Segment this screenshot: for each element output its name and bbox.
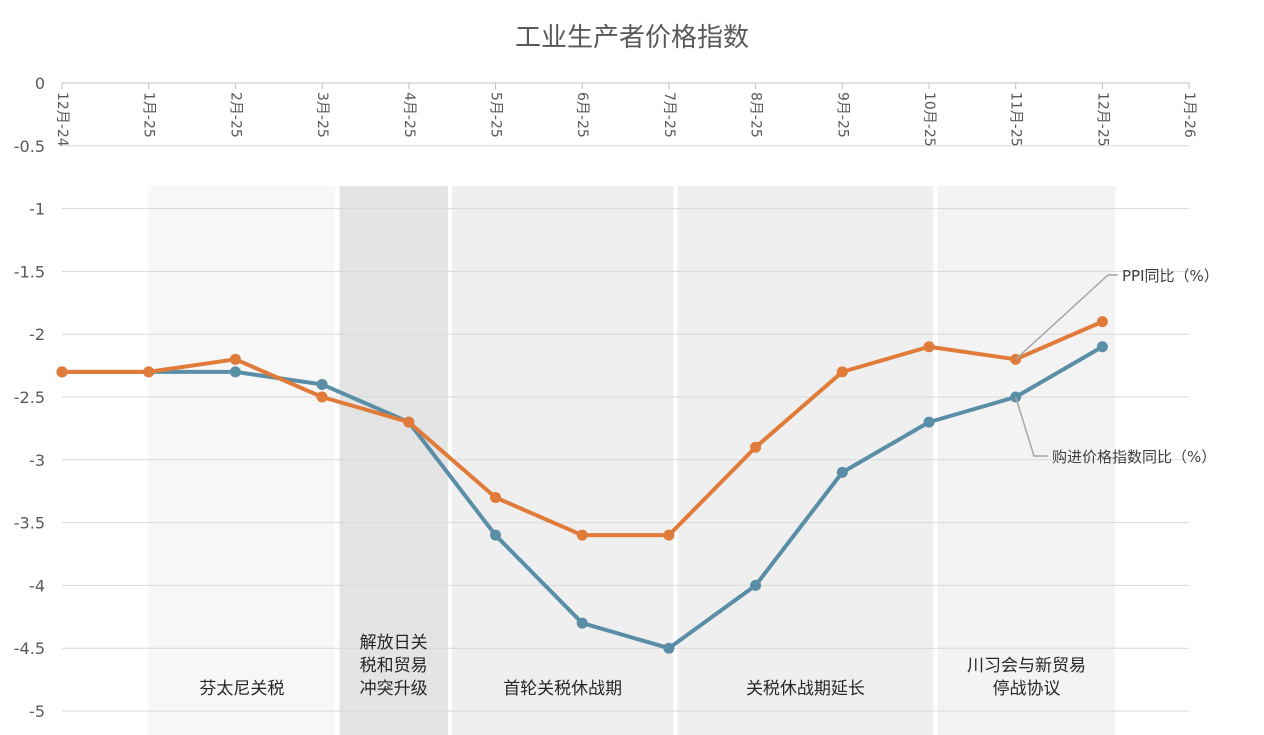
legend-callouts: PPI同比（%） 购进价格指数同比（%） [1014, 267, 1219, 466]
x-tick-label-0: 12月-24 [54, 92, 70, 147]
period-label-line: 芬太尼关税 [199, 679, 284, 699]
x-tick-label-11: 11月-25 [1008, 92, 1024, 147]
y-tick-label-1: -0.5 [14, 137, 45, 156]
y-tick-label-8: -4 [29, 576, 45, 595]
series-0-point-2 [229, 353, 241, 365]
series-1-point-12 [1096, 341, 1108, 353]
series-0-point-4 [403, 416, 415, 428]
period-label-line: 税和贸易 [360, 656, 428, 676]
series-0-point-0 [56, 366, 68, 378]
series-0-point-6 [576, 529, 588, 541]
x-tick-label-2: 2月-25 [227, 92, 243, 138]
series-1-point-3 [316, 378, 328, 390]
period-label-line: 川习会与新贸易 [967, 656, 1086, 676]
series-0-point-10 [923, 341, 935, 353]
series-0-point-9 [836, 366, 848, 378]
series-1-point-2 [229, 366, 241, 378]
x-tick-label-5: 5月-25 [488, 92, 504, 138]
y-tick-label-0: 0 [35, 74, 45, 93]
series-1-point-5 [490, 529, 501, 541]
period-label-1: 解放日关税和贸易冲突升级 [360, 633, 428, 699]
period-label-4: 川习会与新贸易停战协议 [967, 656, 1086, 699]
y-tick-label-6: -3 [29, 451, 45, 470]
legend-label-ppi: PPI同比（%） [1122, 267, 1219, 285]
period-label-line: 首轮关税休战期 [503, 679, 622, 699]
x-tick-label-3: 3月-25 [314, 92, 330, 138]
series-1-point-6 [576, 617, 588, 629]
x-tick-label-7: 7月-25 [661, 92, 677, 138]
series-1-point-10 [923, 416, 935, 428]
axes: 0 -0.5 -1 -1.5 -2 -2.5 -3 -3.5 -4 -4.5 -5 12月-24 1月-… [14, 74, 1197, 721]
legend-label-purchase: 购进价格指数同比（%） [1052, 448, 1216, 466]
period-band-0 [148, 186, 336, 735]
series-0-point-7 [663, 529, 675, 541]
period-label-3: 关税休战期延长 [746, 679, 865, 699]
period-band-2 [452, 186, 674, 735]
x-tick-label-9: 9月-25 [834, 92, 850, 138]
legend-leader-purchase [1014, 396, 1048, 457]
period-band-3 [677, 186, 934, 735]
series-0-point-5 [490, 491, 501, 503]
y-tick-label-7: -3.5 [14, 514, 45, 533]
period-label-line: 关税休战期延长 [746, 679, 865, 699]
series-0-point-1 [143, 366, 155, 378]
period-label-line: 解放日关 [360, 633, 428, 653]
x-tick-label-10: 10月-25 [921, 92, 937, 147]
period-label-line: 停战协议 [993, 679, 1061, 699]
y-tick-label-3: -1.5 [14, 262, 45, 281]
period-band-1 [339, 186, 448, 735]
series-0-point-8 [750, 441, 762, 453]
period-band-4 [937, 186, 1116, 735]
period-label-2: 首轮关税休战期 [503, 679, 622, 699]
series-1-point-9 [836, 466, 848, 478]
period-bands [148, 186, 1116, 735]
y-tick-label-2: -1 [29, 200, 45, 219]
y-tick-label-10: -5 [29, 702, 45, 721]
y-tick-label-4: -2 [29, 325, 45, 344]
legend-leader-ppi [1015, 274, 1118, 360]
x-tick-label-4: 4月-25 [401, 92, 417, 138]
series-1-point-7 [663, 642, 675, 654]
x-tick-label-6: 6月-25 [574, 92, 590, 138]
series-0-point-12 [1096, 316, 1108, 328]
series-lines [56, 316, 1108, 654]
x-tick-label-13: 1月-26 [1181, 92, 1197, 138]
series-1-point-8 [750, 579, 762, 591]
y-tick-label-5: -2.5 [14, 388, 45, 407]
chart-title: 工业生产者价格指数 [515, 23, 749, 53]
period-label-line: 冲突升级 [360, 679, 428, 699]
x-tick-label-8: 8月-25 [748, 92, 764, 138]
x-tick-label-12: 12月-25 [1094, 92, 1110, 147]
period-label-0: 芬太尼关税 [199, 679, 284, 699]
x-tick-label-1: 1月-25 [141, 92, 157, 138]
series-0-point-3 [316, 391, 328, 403]
gridlines [62, 145, 1190, 712]
y-tick-label-9: -4.5 [14, 639, 45, 658]
